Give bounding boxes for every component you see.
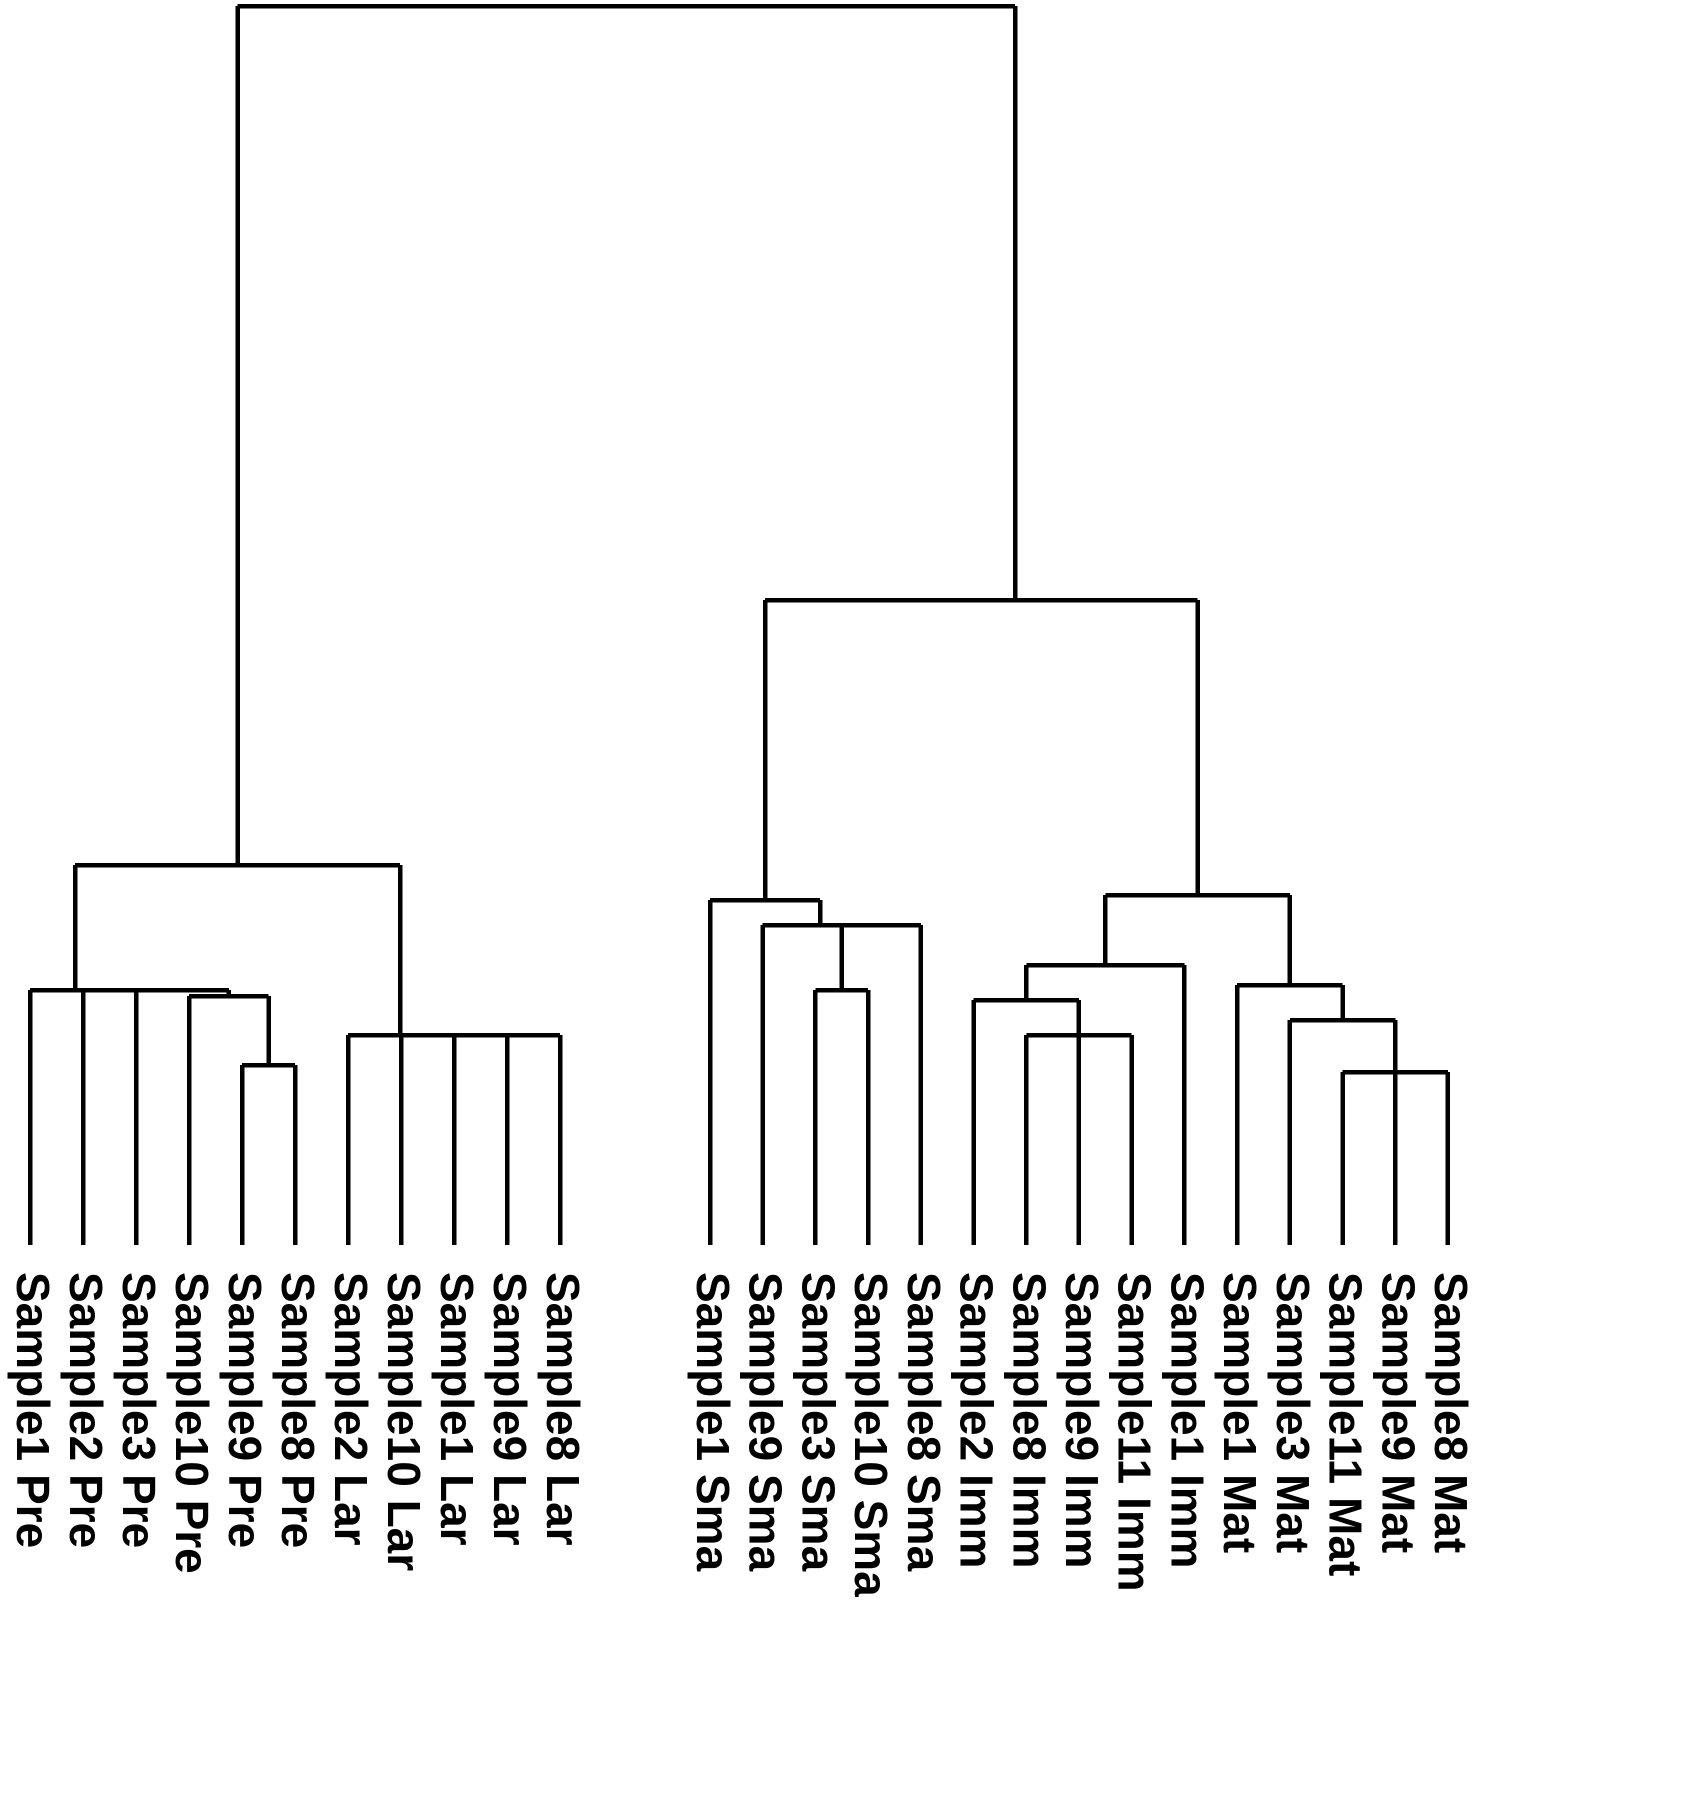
leaf-label: Sample9 Mat [1372, 1272, 1424, 1553]
leaf-label: Sample3 Sma [792, 1272, 844, 1572]
leaf-label: Sample3 Pre [113, 1272, 165, 1548]
leaf-label: Sample2 Pre [60, 1272, 112, 1548]
leaf-label: Sample11 Mat [1320, 1272, 1372, 1576]
leaf-label: Sample8 Pre [272, 1272, 324, 1548]
leaf-label: Sample10 Pre [166, 1272, 218, 1574]
leaf-label: Sample1 Mat [1214, 1272, 1266, 1553]
leaf-label: Sample8 Sma [898, 1272, 950, 1572]
leaf-label: Sample2 Lar [325, 1272, 377, 1546]
leaf-label: Sample8 Imm [1003, 1272, 1055, 1569]
leaf-label: Sample9 Sma [740, 1272, 792, 1572]
leaf-label: Sample9 Lar [484, 1272, 536, 1546]
leaf-label: Sample9 Pre [219, 1272, 271, 1548]
leaf-label: Sample1 Lar [431, 1272, 483, 1546]
leaf-label: Sample1 Sma [687, 1272, 739, 1572]
leaf-label: Sample9 Imm [1056, 1272, 1108, 1569]
leaf-label: Sample11 Imm [1109, 1272, 1161, 1592]
leaf-label: Sample2 Imm [951, 1272, 1003, 1569]
leaf-label: Sample1 Pre [7, 1272, 59, 1548]
leaf-label: Sample1 Imm [1161, 1272, 1213, 1569]
leaf-label: Sample10 Sma [845, 1272, 897, 1597]
leaf-label: Sample8 Mat [1425, 1272, 1477, 1553]
leaf-label: Sample10 Lar [378, 1272, 430, 1571]
leaf-label: Sample3 Mat [1267, 1272, 1319, 1553]
leaf-label: Sample8 Lar [537, 1272, 589, 1546]
